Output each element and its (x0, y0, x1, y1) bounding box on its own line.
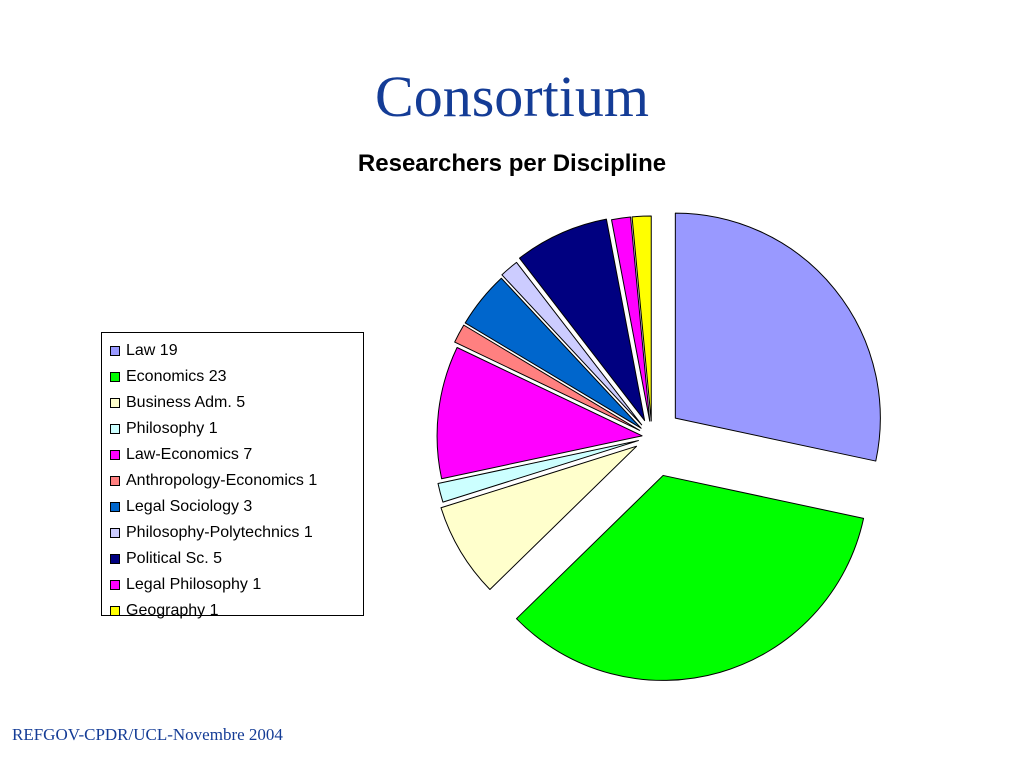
legend-item: Law-Economics 7 (110, 442, 363, 468)
pie-slice-philosophy (437, 440, 639, 503)
legend-label: Law 19 (126, 342, 178, 359)
legend-label: Law-Economics 7 (126, 446, 253, 463)
legend-label: Legal Sociology 3 (126, 498, 253, 515)
pie-slice-law-economics (436, 347, 643, 480)
legend-item: Business Adm. 5 (110, 390, 363, 416)
legend-swatch (110, 528, 120, 538)
legend-item: Geography 1 (110, 598, 363, 624)
legend-item: Anthropology-Economics 1 (110, 468, 363, 494)
slide-footer: REFGOV-CPDR/UCL-Novembre 2004 (12, 725, 283, 744)
legend-swatch (110, 424, 120, 434)
legend-swatch (110, 606, 120, 616)
legend-swatch (110, 346, 120, 356)
pie-slice-legal-philosophy (611, 216, 651, 422)
pie-slice-geography (631, 215, 652, 422)
legend-item: Philosophy-Polytechnics 1 (110, 520, 363, 546)
pie-slice-economics (515, 474, 865, 681)
slide-title: Consortium (375, 64, 649, 129)
legend-label: Anthropology-Economics 1 (126, 472, 318, 489)
legend-label: Economics 23 (126, 368, 227, 385)
pie-slice-political-sc (519, 218, 646, 422)
legend-swatch (110, 554, 120, 564)
legend-item: Law 19 (110, 338, 363, 364)
legend-label: Philosophy-Polytechnics 1 (126, 524, 313, 541)
pie-slice-business-adm (440, 445, 638, 590)
legend-item: Legal Philosophy 1 (110, 572, 363, 598)
legend-label: Business Adm. 5 (126, 394, 246, 411)
legend-swatch (110, 476, 120, 486)
legend-swatch (110, 372, 120, 382)
legend-swatch (110, 580, 120, 590)
pie-slice-anthropology-economics (454, 324, 641, 431)
legend-label: Geography 1 (126, 602, 219, 619)
pie-slice-philosophy-polytechnics (501, 261, 643, 426)
legend-label: Political Sc. 5 (126, 550, 223, 567)
legend-swatch (110, 450, 120, 460)
legend-swatch (110, 398, 120, 408)
pie-slice-legal-sociology (464, 277, 642, 429)
legend-label: Legal Philosophy 1 (126, 576, 262, 593)
legend-label: Philosophy 1 (126, 420, 218, 437)
legend-item: Political Sc. 5 (110, 546, 363, 572)
legend-item: Economics 23 (110, 364, 363, 390)
legend-item: Legal Sociology 3 (110, 494, 363, 520)
chart-title: Researchers per Discipline (357, 150, 667, 177)
chart-legend: Law 19 Economics 23 Business Adm. 5 Philoso… (101, 332, 364, 619)
pie-slice-law (674, 212, 881, 462)
legend-swatch (110, 502, 120, 512)
legend-item: Philosophy 1 (110, 416, 363, 442)
